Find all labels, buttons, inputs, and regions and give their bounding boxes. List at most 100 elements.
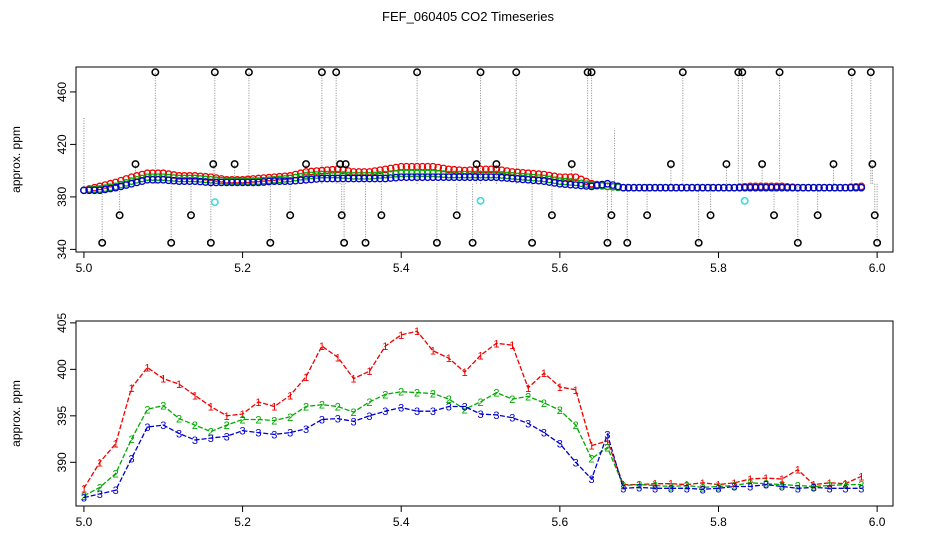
spike-point (793, 238, 802, 247)
series-3-point (307, 175, 316, 184)
series-3-point (291, 176, 300, 185)
series-3-marker: 3 (208, 433, 214, 445)
series-3-marker: 3 (128, 454, 134, 466)
series-3-marker: 3 (462, 402, 468, 414)
figure-title: FEF_060405 CO2 Timeseries (382, 9, 554, 24)
series-3-point (783, 183, 792, 192)
series-1-marker: 1 (176, 379, 182, 391)
series-2-marker: 2 (779, 480, 785, 492)
series-1-point (566, 173, 575, 182)
spike-point (694, 238, 703, 247)
series-3-point (90, 186, 99, 195)
series-3-point (376, 174, 384, 183)
series-1-marker: 1 (160, 374, 166, 386)
series-3-point (682, 183, 691, 192)
series-3-point (471, 173, 480, 182)
series-2-marker: 2 (303, 402, 309, 414)
spike-point (603, 238, 612, 247)
series-3-marker: 3 (224, 431, 230, 443)
y-tick-label: 460 (55, 82, 69, 102)
x-tick-label: 5.8 (710, 515, 727, 529)
spike-point (377, 211, 386, 220)
series-1-marker: 1 (81, 483, 87, 495)
series-3-point (582, 182, 591, 190)
series-3-point (545, 178, 554, 186)
x-tick-label: 5.0 (76, 261, 93, 275)
series-3-point (418, 173, 427, 182)
series-3-point (80, 186, 88, 195)
series-1-point (492, 165, 501, 174)
series-3-marker: 3 (113, 485, 119, 497)
series-3-point (106, 184, 115, 193)
series-1-marker: 1 (731, 478, 737, 490)
series-2-marker: 2 (525, 391, 531, 403)
series-3-marker: 3 (700, 484, 706, 496)
series-3-point (698, 183, 707, 192)
x-tick-label: 5.2 (234, 261, 251, 275)
plot-frame (75, 320, 894, 507)
series-2-marker: 2 (715, 481, 721, 493)
spike-point (361, 238, 370, 247)
series-3-marker: 3 (636, 482, 642, 494)
series-3-marker: 3 (319, 415, 325, 427)
series-1-point (307, 167, 316, 176)
series-3-point (222, 178, 231, 187)
series-2-point (323, 170, 332, 179)
series-1-marker: 1 (351, 374, 357, 386)
y-axis-label: approx. ppm (9, 126, 23, 193)
series-2-marker: 2 (208, 427, 214, 439)
series-2-point (132, 175, 141, 184)
series-2-marker: 2 (351, 407, 357, 419)
series-3-point (249, 178, 257, 187)
series-3-point (429, 173, 437, 182)
series-3-marker: 3 (366, 411, 372, 423)
series-3-point (328, 174, 337, 183)
spike-point (866, 68, 875, 77)
series-3-point (281, 177, 289, 185)
series-2-marker: 2 (176, 414, 182, 426)
series-3-point (815, 183, 823, 192)
series-1-marker: 1 (208, 402, 214, 414)
series-3-point (571, 181, 580, 189)
series-3-point (661, 183, 670, 192)
spike-point (512, 68, 521, 77)
spike-point (643, 211, 652, 220)
series-3-marker: 3 (382, 406, 388, 418)
series-3-point (333, 174, 342, 183)
series-1-marker: 1 (414, 326, 420, 338)
series-1-line (83, 330, 862, 489)
series-3-point (117, 182, 125, 191)
x-tick-label: 6.0 (869, 515, 886, 529)
series-1-point (450, 165, 458, 174)
timeseries-panel-raw: 5.0 5.2 5.4 5.6 5.8 6.0 340 380 420 460 approx. pp… (9, 66, 894, 275)
series-1-point (318, 166, 326, 175)
series-3-point (238, 178, 247, 187)
series-2-marker: 2 (128, 434, 134, 446)
series-2-marker: 2 (541, 398, 547, 410)
series-2-point (138, 174, 146, 183)
series-3-point (265, 177, 273, 186)
spike-point (607, 211, 616, 220)
series-2-marker: 2 (335, 402, 341, 414)
series-1-marker: 1 (477, 350, 483, 362)
series-3-point (561, 180, 569, 189)
y-tick-label: 405 (55, 313, 69, 333)
series-3-point (614, 182, 622, 191)
series-1-marker: 1 (858, 471, 864, 483)
series-3-line (83, 405, 862, 499)
spike-point (547, 211, 556, 220)
series-3-point (619, 183, 628, 192)
series-1-marker: 1 (398, 330, 404, 342)
series-2-marker: 2 (319, 400, 325, 412)
spike-point (829, 160, 838, 169)
series-1-marker: 1 (271, 402, 277, 414)
series-3-point (577, 181, 585, 190)
series-3-point (719, 183, 728, 192)
series-1-marker: 1 (113, 439, 119, 451)
spike-point (115, 211, 124, 220)
spike-point (230, 160, 239, 169)
spike-point (432, 238, 441, 247)
series-3-marker: 3 (477, 409, 483, 421)
series-1-marker: 1 (335, 352, 341, 364)
series-3-point (122, 181, 131, 189)
